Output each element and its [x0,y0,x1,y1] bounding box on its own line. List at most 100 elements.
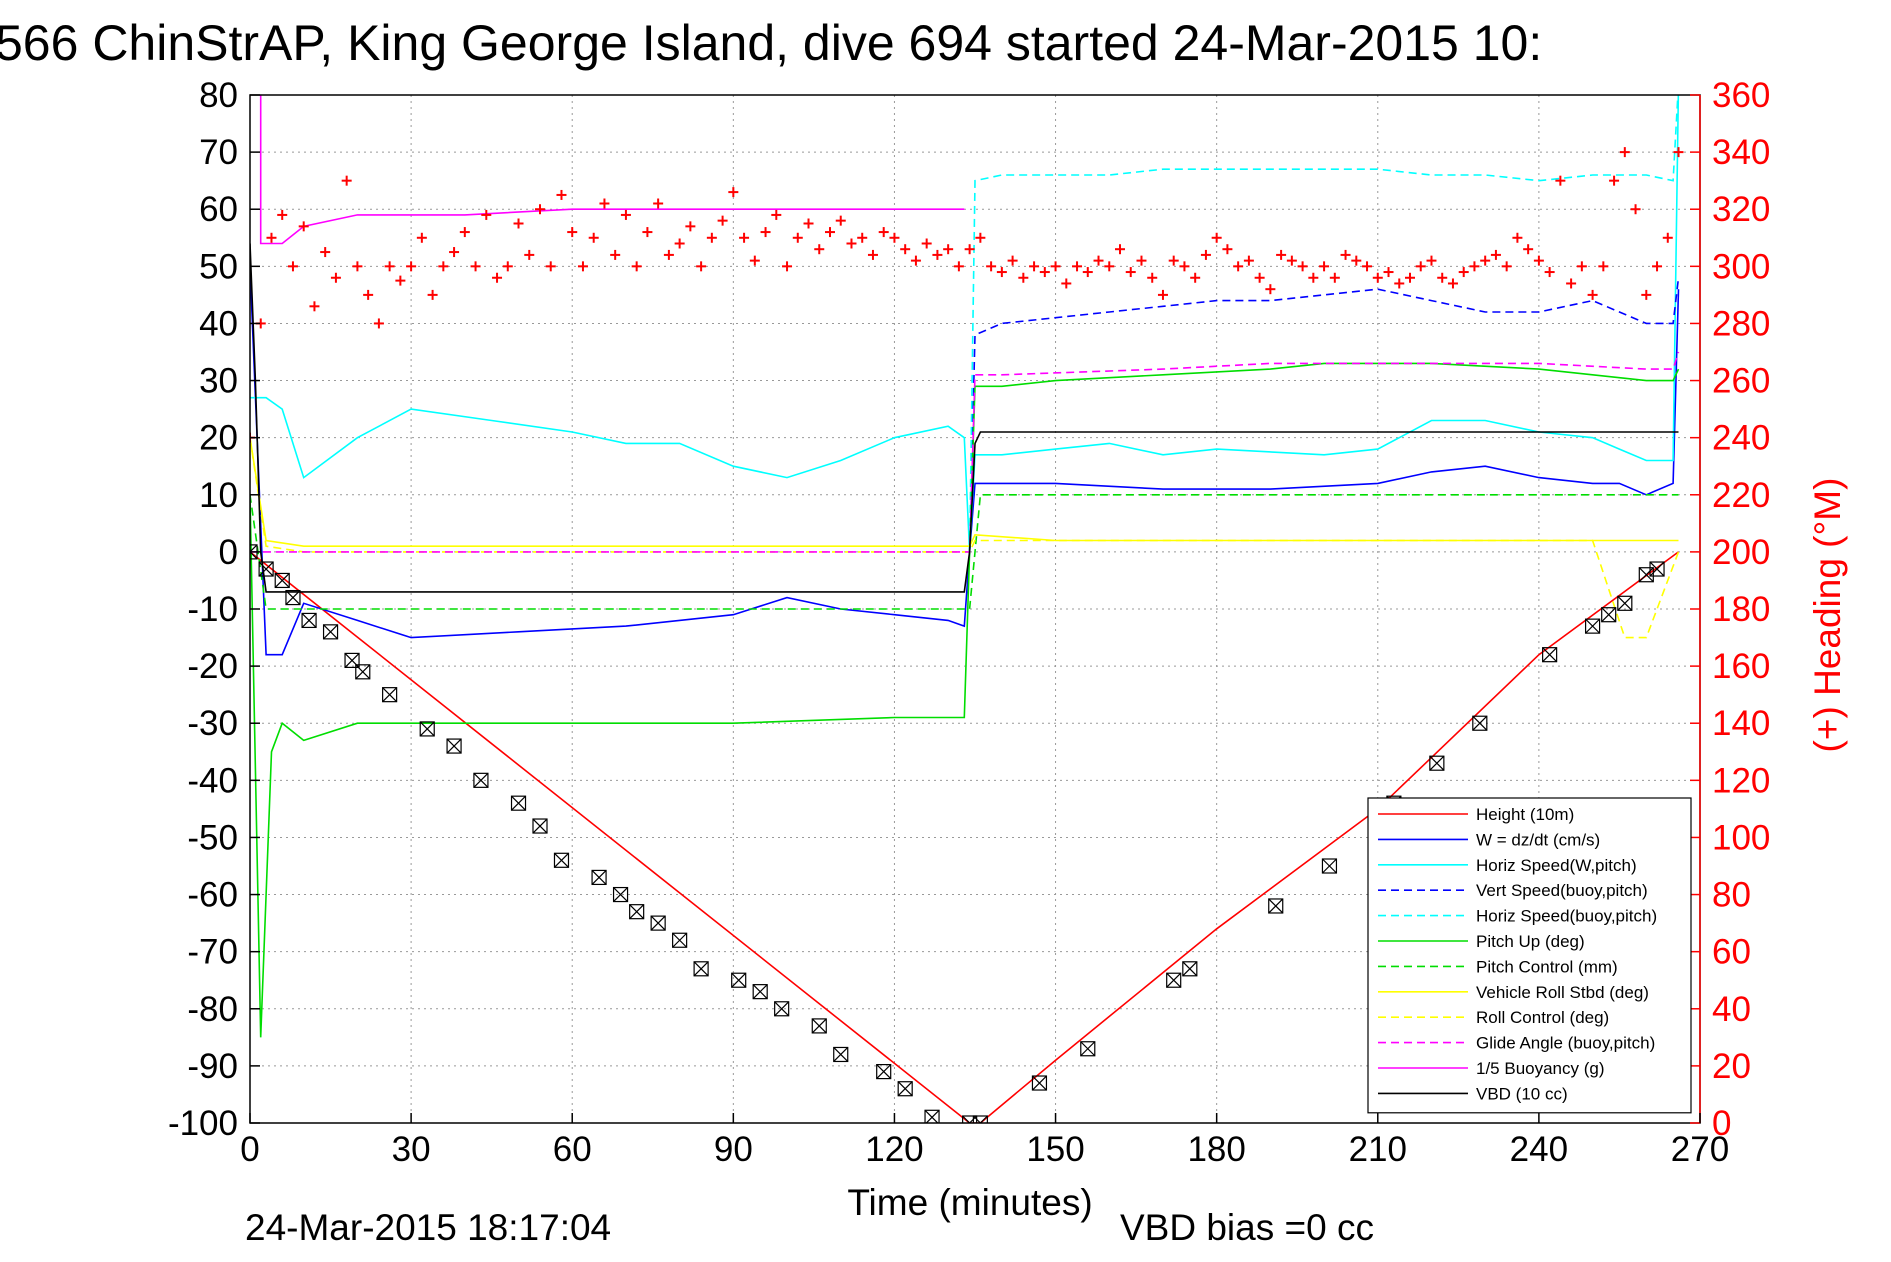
legend-entry-label: Height (10m) [1476,805,1574,824]
heading-marker [1566,278,1577,289]
heading-marker [921,238,932,249]
heading-marker [1405,272,1415,283]
depth-marker [355,664,371,680]
heading-marker [696,261,707,272]
heading-marker [330,272,341,283]
x-tick-label: 30 [392,1130,431,1169]
footer-vbd-bias: VBD bias =0 cc [1120,1207,1374,1248]
y2-tick-label: 180 [1712,590,1770,629]
depth-marker [1617,595,1633,611]
heading-marker [1072,261,1083,272]
heading-marker [416,232,427,243]
heading-marker [846,238,857,249]
heading-marker [782,261,793,272]
legend-entry-label: Vert Speed(buoy,pitch) [1476,881,1648,900]
heading-marker [373,318,384,329]
depth-marker [612,886,629,903]
heading-marker [867,249,878,260]
legend-entry-label: W = dz/dt (cm/s) [1476,830,1600,849]
heading-marker [1243,255,1254,266]
series-line-10 [250,351,1680,553]
heading-marker [545,261,556,272]
heading-marker [1115,244,1125,255]
heading-marker [1061,278,1072,289]
y2-tick-label: 40 [1712,990,1751,1029]
heading-marker [363,289,374,300]
depth-marker [1542,647,1558,663]
y-tick-label: -80 [187,990,238,1029]
heading-marker [685,221,696,232]
heading-marker [1329,272,1340,283]
series-layer [250,95,1680,1123]
heading-marker [964,244,975,255]
heading-marker [1533,255,1544,266]
marker-layer [250,147,1684,1123]
y-tick-label: 10 [199,476,238,515]
heading-marker [1179,261,1190,272]
heading-marker [1630,204,1641,215]
heading-marker [1340,249,1351,260]
heading-marker [535,204,545,215]
heading-marker [481,209,492,220]
heading-marker [449,247,460,258]
depth-marker [301,612,317,629]
depth-marker [258,561,274,577]
x-tick-label: 150 [1026,1130,1084,1169]
heading-marker [986,261,997,272]
heading-marker [427,289,438,300]
legend-entry-label: Glide Angle (buoy,pitch) [1476,1034,1655,1053]
heading-marker [975,232,986,243]
heading-marker [459,227,470,238]
heading-marker [760,227,771,238]
footer-timestamp: 24-Mar-2015 18:17:04 [245,1207,611,1248]
y-tick-label: 30 [199,362,238,401]
heading-marker [1641,289,1652,300]
heading-marker [1490,249,1501,260]
series-line-1 [250,551,1679,1123]
depth-marker [833,1046,849,1063]
x-axis-label: Time (minutes) [847,1182,1092,1223]
depth-marker [897,1081,913,1097]
series-line-9 [250,437,1680,639]
heading-marker [631,261,642,272]
heading-marker [739,232,750,243]
y2-tick-label: 160 [1712,647,1770,686]
heading-marker [599,198,610,209]
heading-marker [610,249,621,260]
y2-tick-label: 20 [1712,1047,1751,1086]
legend-box [1367,797,1692,1114]
depth-marker [1638,567,1654,583]
y2-tick-label: 60 [1712,933,1751,972]
depth-marker [1601,607,1617,623]
heading-marker [717,215,728,226]
y2-tick-label: 240 [1712,419,1770,458]
depth-marker [1182,961,1198,977]
heading-marker [1200,249,1211,260]
y2-tick-label: 260 [1712,362,1770,401]
heading-marker [502,261,513,272]
heading-marker [1662,232,1673,243]
depth-marker [1321,858,1338,874]
x-tick-label: 270 [1671,1130,1729,1169]
depth-marker [1472,715,1488,731]
heading-marker [1222,244,1233,255]
y2-tick-label: 80 [1712,876,1751,915]
y-tick-label: -10 [187,590,238,629]
heading-marker [910,255,921,266]
heading-marker [1093,255,1104,266]
depth-marker [972,1115,988,1123]
heading-marker [1394,278,1405,289]
depth-marker [629,904,645,920]
series-line-5 [968,95,1679,552]
heading-marker [513,218,524,229]
depth-marker [510,795,527,811]
legend-entry-label: Horiz Speed(W,pitch) [1476,856,1637,875]
heading-marker [1233,261,1244,272]
y2-tick-label: 320 [1712,190,1770,229]
heading-marker [1286,255,1297,266]
heading-marker [1029,261,1040,272]
x-tick-label: 0 [240,1130,259,1169]
heading-marker [1276,249,1287,260]
heading-marker [1018,272,1029,283]
heading-marker [663,249,674,260]
